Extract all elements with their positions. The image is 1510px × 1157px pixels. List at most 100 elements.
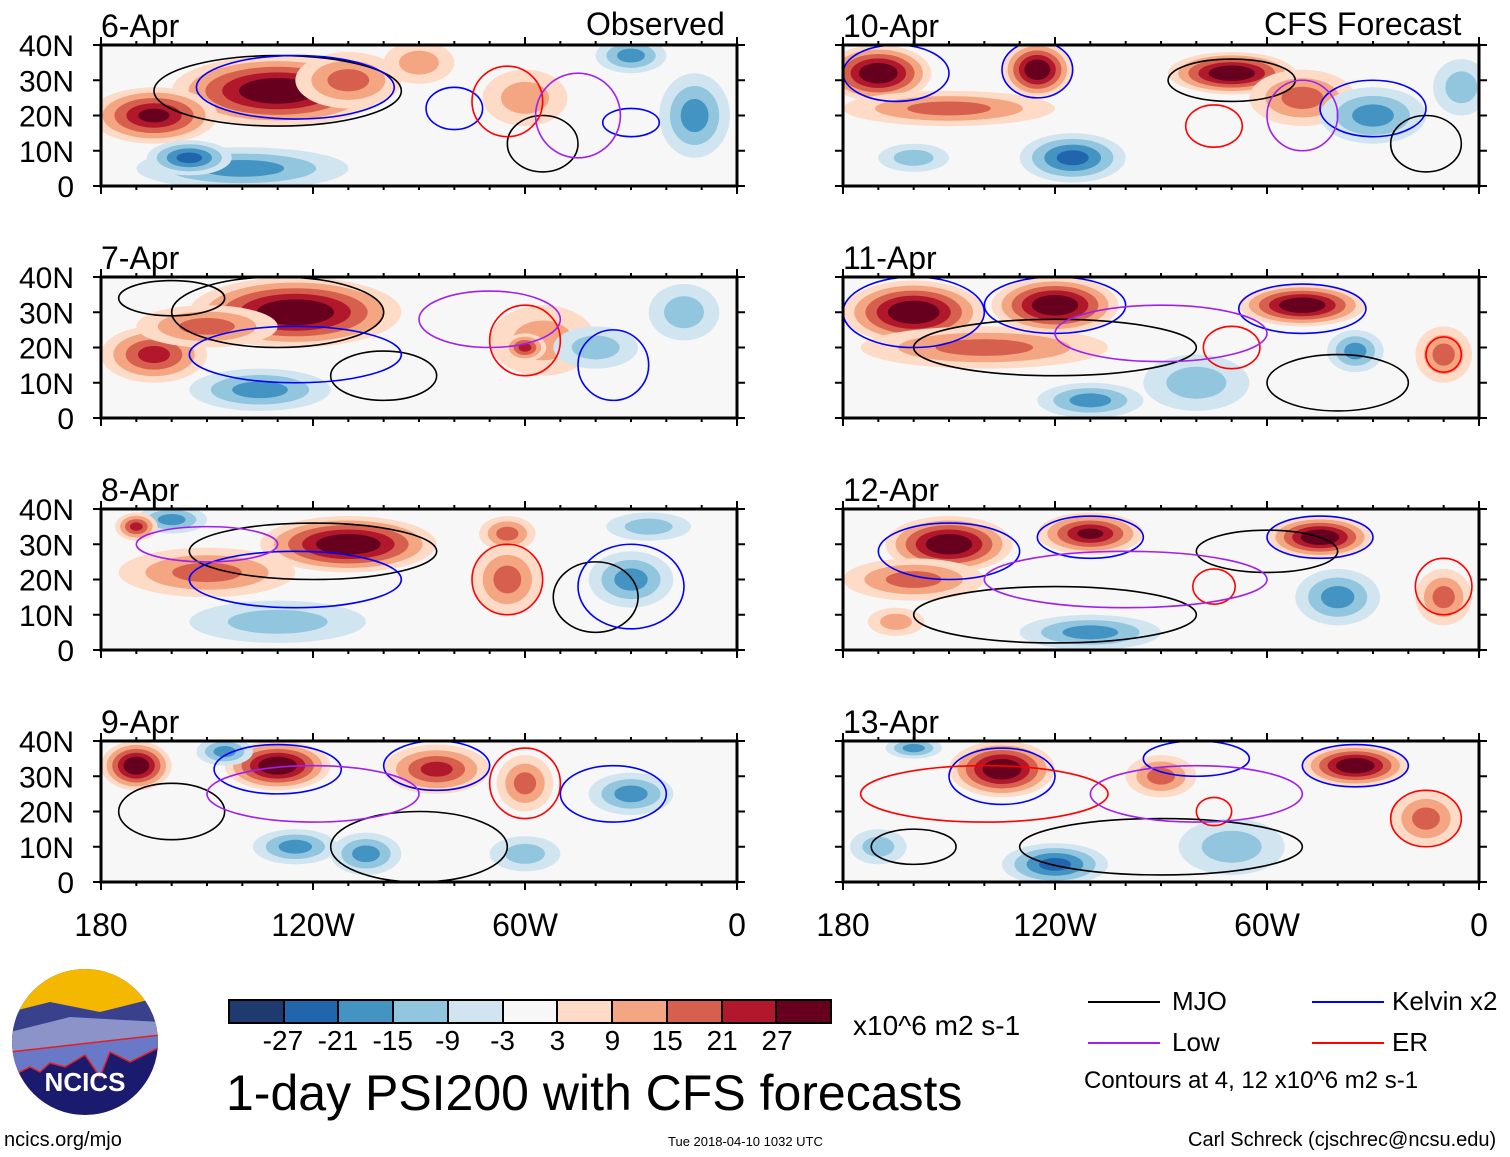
anomaly-shade	[266, 760, 289, 771]
contour-kelvin	[1319, 79, 1427, 138]
contour-mjo	[329, 810, 509, 882]
colorbar-swatch	[775, 1001, 831, 1022]
contour-note: Contours at 4, 12 x10^6 m2 s-1	[1084, 1067, 1419, 1094]
anomaly-shade	[505, 843, 545, 864]
colorbar-swatch	[556, 1001, 612, 1022]
contour-er	[1192, 568, 1237, 605]
contour-kelvin	[1266, 515, 1374, 560]
anomaly-shade	[1077, 528, 1104, 539]
y-tick-label: 40N	[19, 726, 74, 759]
contour-er	[471, 543, 544, 616]
colorbar-swatch	[392, 1001, 447, 1022]
colorbar	[228, 999, 832, 1024]
contour-er	[488, 747, 562, 820]
contour-mjo	[188, 522, 438, 581]
anomaly-shade	[1281, 86, 1324, 109]
panel-13-Apr: 13-Apr 180 120W 60W 0	[816, 704, 1488, 943]
credit: Carl Schreck (cjschrec@ncsu.edu)	[1188, 1129, 1497, 1151]
colorbar-swatch	[501, 1001, 557, 1022]
colorbar-label: -9	[435, 1025, 461, 1056]
contour-mjo	[1266, 353, 1410, 412]
site-link[interactable]: ncics.org/mjo	[4, 1129, 122, 1151]
anomaly-shade	[176, 152, 203, 164]
anomaly-shade	[213, 746, 236, 758]
legend-label-mjo: MJO	[1172, 986, 1227, 1016]
colorbar-label: 9	[604, 1025, 621, 1056]
anomaly-shade	[1344, 761, 1367, 771]
anomaly-shade	[899, 305, 929, 319]
anomaly-shade	[1218, 68, 1245, 78]
contour-mjo	[1018, 817, 1304, 876]
anomaly-shade	[617, 48, 645, 63]
contour-kelvin	[382, 741, 491, 792]
anomaly-shade	[1041, 299, 1069, 312]
contour-mjo	[912, 585, 1198, 644]
y-tick-label: 0	[57, 171, 74, 204]
logo-text: NCICS	[45, 1067, 126, 1097]
contour-er	[488, 304, 562, 377]
contour-er	[1414, 557, 1473, 616]
y-tick-label: 10N	[19, 600, 74, 633]
anomaly-shade	[1432, 586, 1455, 609]
anomaly-shade	[1038, 857, 1072, 871]
panel-date: 6-Apr	[101, 8, 180, 44]
timestamp: Tue 2018-04-10 1032 UTC	[668, 1134, 823, 1149]
anomaly-shade	[614, 568, 648, 591]
units-label: x10^6 m2 s-1	[853, 1010, 1021, 1041]
anomaly-shade	[513, 772, 537, 795]
anomaly-shade	[571, 335, 620, 360]
contour-mjo	[506, 114, 579, 173]
anomaly-shade	[664, 296, 704, 329]
anomaly-shade	[885, 571, 942, 588]
contour-kelvin	[577, 543, 685, 630]
x-tick-label: 0	[728, 907, 746, 943]
panel-date: 10-Apr	[843, 8, 939, 44]
y-tick-label: 30N	[19, 297, 74, 330]
contour-kelvin	[213, 743, 343, 795]
contour-er	[471, 65, 544, 138]
contour-er	[1195, 796, 1233, 827]
anomaly-shade	[902, 743, 925, 753]
anomaly-shade	[273, 304, 318, 320]
anomaly-shade	[129, 760, 144, 771]
anomaly-shade	[680, 98, 709, 133]
anomaly-shade	[614, 785, 648, 803]
panel-10-Apr: 10-Apr	[835, 8, 1487, 194]
anomaly-shade	[137, 346, 171, 364]
y-tick-label: 0	[57, 403, 74, 436]
anomaly-shade	[1147, 767, 1175, 785]
colorbar-swatch	[230, 1001, 283, 1022]
contour-mjo	[912, 318, 1198, 377]
contour-mjo	[117, 279, 226, 317]
contour-kelvin	[188, 550, 403, 609]
colorbar-labels: -27 -21 -15 -9 -3 3 9 15 21 27	[228, 1025, 832, 1061]
colorbar-label: -3	[490, 1025, 515, 1056]
anomaly-shade	[232, 381, 288, 399]
anomaly-shade	[227, 609, 328, 634]
x-tick-label: 180	[816, 907, 869, 943]
anomaly-shade	[1445, 71, 1478, 104]
legend-label-kelvin: Kelvin x2	[1392, 986, 1498, 1016]
anomaly-shade	[935, 538, 963, 551]
legend: MJO Kelvin x2 Low ER	[1088, 986, 1508, 1066]
panel-date: 11-Apr	[843, 240, 937, 276]
contour-er	[859, 764, 1109, 823]
anomaly-shade	[1432, 343, 1455, 366]
legend-label-er: ER	[1392, 1027, 1429, 1057]
contour-mjo	[117, 782, 226, 841]
contour-low	[1089, 764, 1304, 823]
anomaly-shade	[1201, 830, 1262, 863]
y-tick-label: 20N	[19, 101, 74, 134]
anomaly-shade	[420, 761, 453, 777]
contour-er	[1389, 789, 1463, 848]
contour-kelvin	[425, 86, 484, 131]
anomaly-shade	[1320, 586, 1355, 609]
y-tick-label: 30N	[19, 529, 74, 562]
panel-date: 9-Apr	[101, 704, 180, 740]
contour-kelvin	[1237, 283, 1367, 335]
y-tick-label: 20N	[19, 333, 74, 366]
